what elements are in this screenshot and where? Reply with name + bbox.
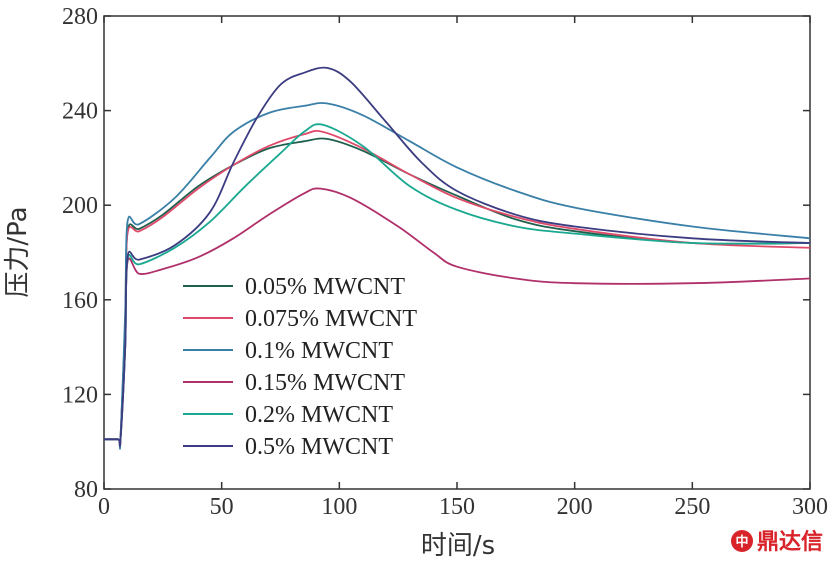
y-tick-label: 200	[62, 193, 98, 219]
series-line-2	[104, 102, 811, 450]
x-tick-label: 50	[210, 494, 234, 520]
x-tick-label: 200	[557, 494, 593, 520]
legend-label: 0.15% MWCNT	[245, 370, 405, 396]
axes: 0 50 100 150 200 250 300 80 120 160 200 240 280	[62, 4, 828, 520]
legend-label: 0.075% MWCNT	[245, 306, 417, 332]
watermark: 中 鼎达信	[731, 529, 823, 555]
y-tick-label: 120	[62, 382, 98, 408]
x-tick-label: 150	[439, 494, 475, 520]
y-tick-label: 80	[74, 477, 98, 503]
legend: 0.05% MWCNT 0.075% MWCNT 0.1% MWCNT 0.15% M…	[183, 274, 417, 460]
x-tick-label: 0	[98, 494, 110, 520]
y-tick-label: 240	[62, 99, 98, 125]
legend-label: 0.5% MWCNT	[245, 434, 393, 460]
x-tick-label: 300	[792, 494, 828, 520]
series-line-0	[104, 137, 811, 449]
x-tick-label: 250	[674, 494, 710, 520]
watermark-logo-mark: 中	[735, 534, 748, 550]
y-tick-label: 160	[62, 288, 98, 314]
watermark-logo-icon	[731, 530, 753, 552]
watermark-text: 鼎达信	[757, 529, 823, 555]
y-axis-label: 压力/Pa	[3, 206, 33, 297]
x-axis-label: 时间/s	[421, 531, 495, 561]
legend-label: 0.05% MWCNT	[245, 274, 405, 300]
series-line-5	[104, 66, 811, 447]
legend-label: 0.2% MWCNT	[245, 402, 393, 428]
x-tick-label: 100	[321, 494, 357, 520]
legend-label: 0.1% MWCNT	[245, 338, 393, 364]
series-lines	[104, 66, 811, 450]
y-tick-label: 280	[62, 4, 98, 30]
